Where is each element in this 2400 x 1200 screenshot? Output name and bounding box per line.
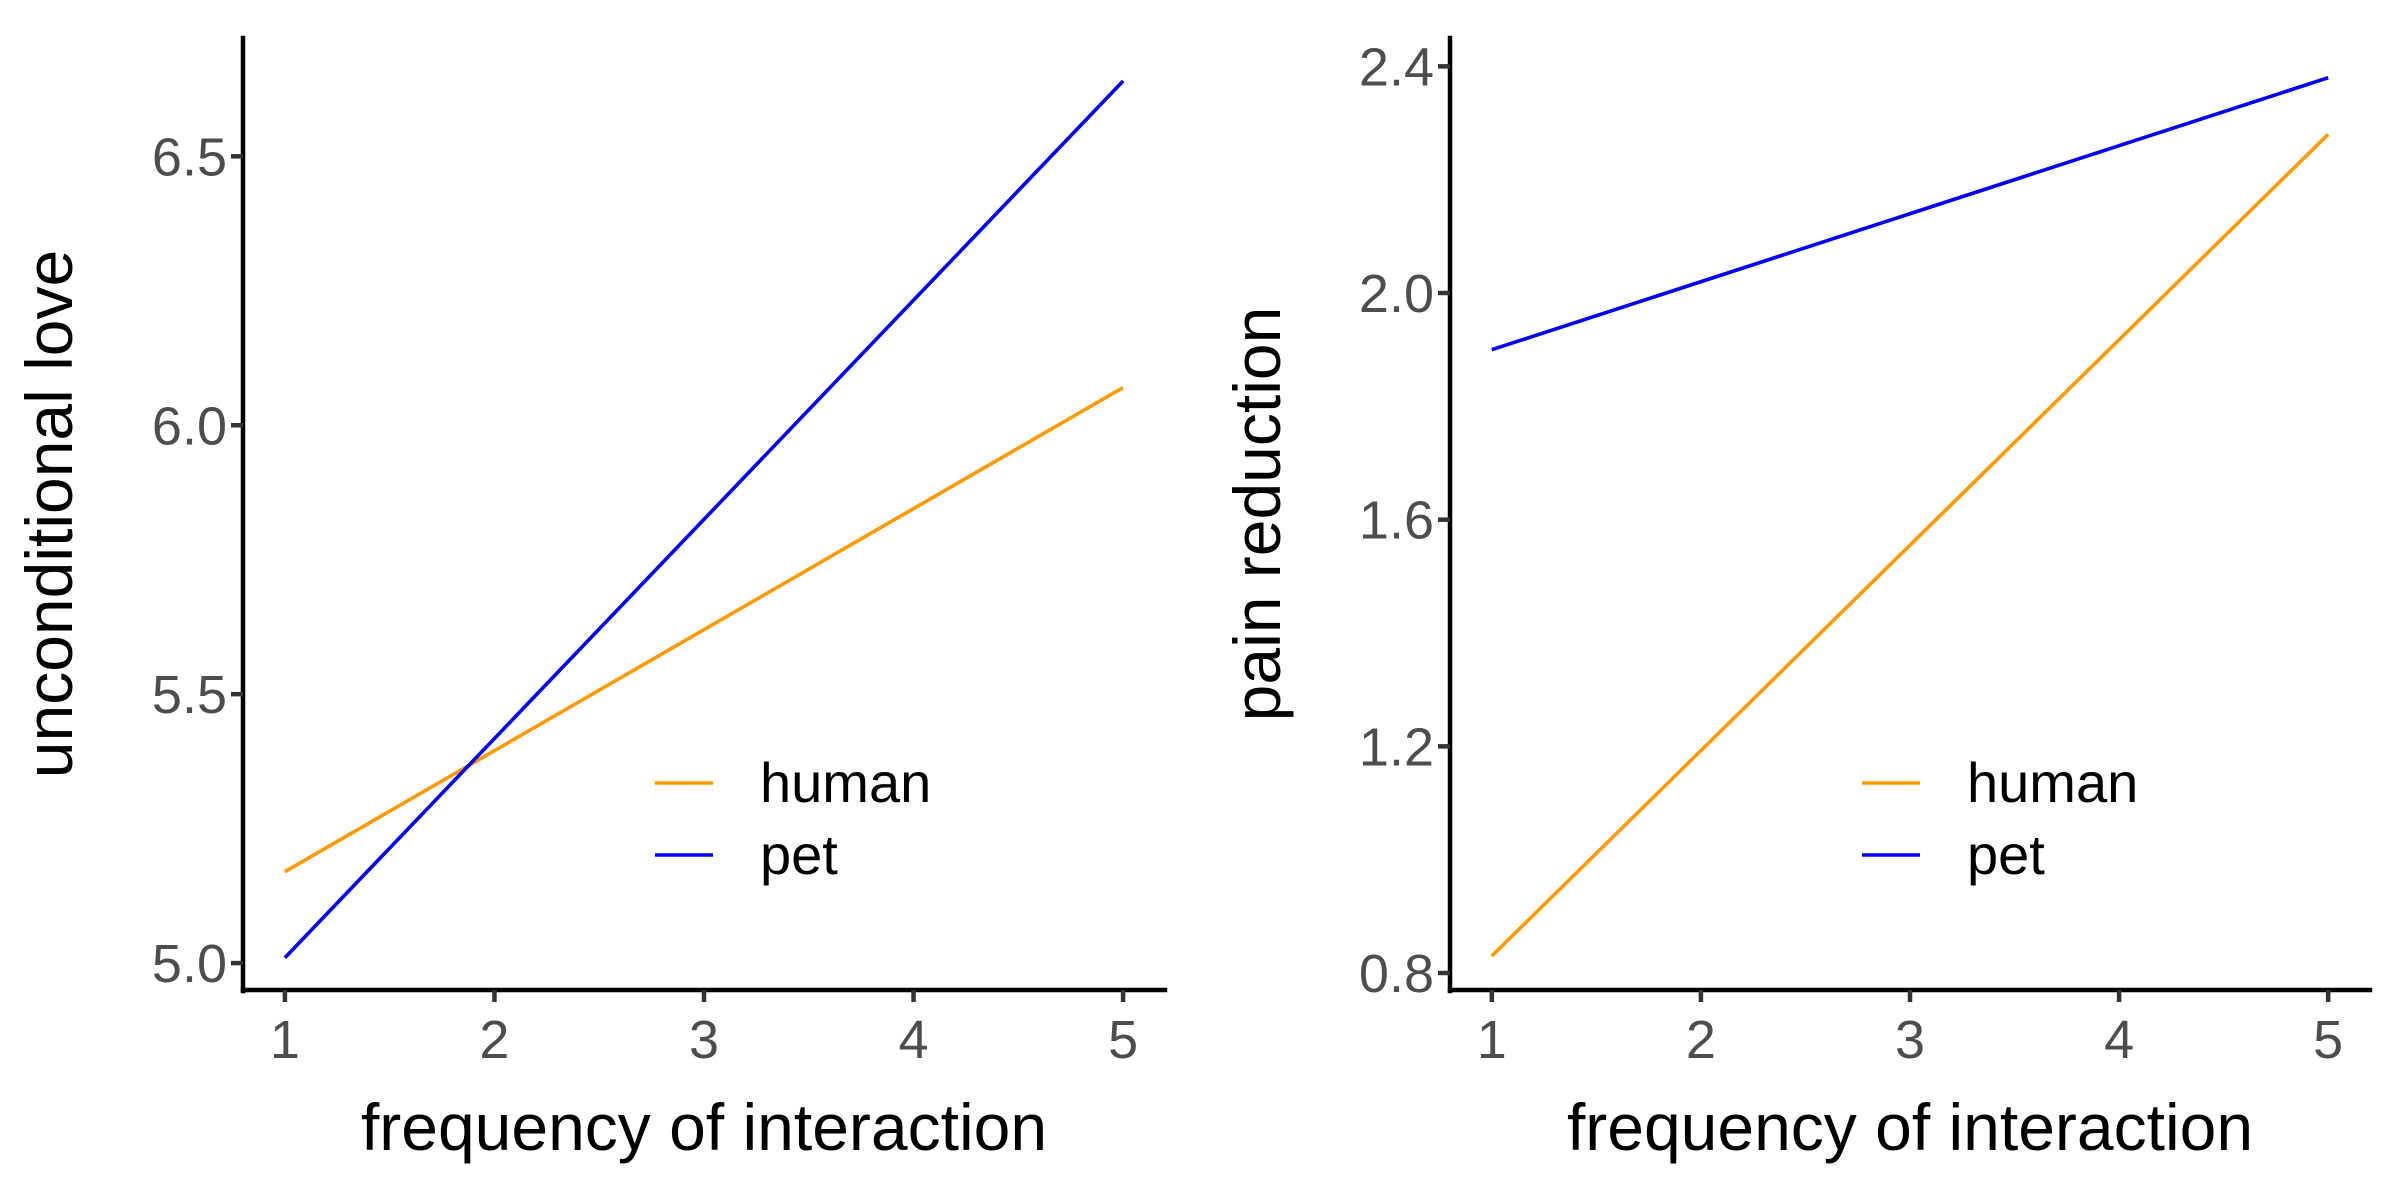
chart-panel-2: 0.8 1.2 1.6 2.0 2.4 1 2 3 4 5 frequency of interac…	[1220, 35, 2373, 1164]
legend-label-human: human	[760, 751, 931, 814]
legend: human pet	[655, 751, 931, 886]
x-tick-label: 3	[689, 1010, 719, 1070]
x-tick-label: 2	[1686, 1010, 1716, 1070]
y-tick-label: 6.0	[152, 396, 227, 456]
y-tick-label: 5.5	[152, 665, 227, 725]
series-line-human	[1490, 133, 2330, 958]
x-tick-label: 4	[2104, 1010, 2134, 1070]
y-axis-title: pain reduction	[1220, 307, 1294, 722]
x-tick-label: 1	[1477, 1010, 1507, 1070]
y-tick-label: 6.5	[152, 127, 227, 187]
series-line-pet	[1491, 75, 2329, 352]
x-tick-label: 4	[899, 1010, 929, 1070]
y-axis-title: unconditional love	[12, 250, 86, 778]
y-tick-label: 2.4	[1359, 37, 1434, 97]
x-axis-title: frequency of interaction	[361, 1090, 1047, 1164]
y-tick-label: 2.0	[1359, 264, 1434, 324]
legend-label-pet: pet	[1967, 823, 2045, 886]
y-tick-label: 0.8	[1359, 944, 1434, 1004]
chart-panel-1: 5.0 5.5 6.0 6.5 1 2 3 4 5 frequency of interactio…	[12, 35, 1168, 1164]
x-tick-label: 3	[1895, 1010, 1925, 1070]
x-tick-label: 1	[270, 1010, 300, 1070]
series-line-pet	[283, 79, 1125, 959]
x-tick-label: 5	[2313, 1010, 2343, 1070]
legend-label-pet: pet	[760, 823, 838, 886]
y-tick-label: 5.0	[152, 934, 227, 994]
legend-label-human: human	[1967, 751, 2138, 814]
series-line-human	[283, 386, 1125, 874]
x-axis-title: frequency of interaction	[1567, 1090, 2253, 1164]
x-tick-label: 5	[1108, 1010, 1138, 1070]
y-tick-label: 1.2	[1359, 717, 1434, 777]
x-tick-label: 2	[479, 1010, 509, 1070]
y-tick-label: 1.6	[1359, 491, 1434, 551]
legend: human pet	[1862, 751, 2138, 886]
